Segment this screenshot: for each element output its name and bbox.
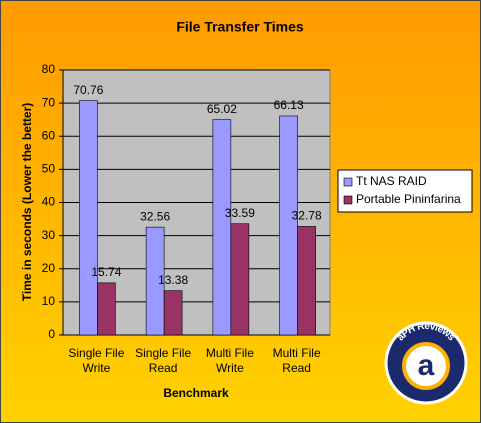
logo: a aPH Reviews	[384, 320, 468, 405]
y-tick-label: 0	[48, 327, 55, 341]
bar	[145, 226, 165, 336]
x-tick-label: Multi File Write	[205, 346, 254, 375]
legend-label: Portable Pininfarina	[356, 192, 461, 206]
bar	[230, 223, 250, 336]
logo-letter: a	[418, 349, 435, 382]
legend-swatch	[343, 195, 353, 205]
data-label: 32.78	[292, 209, 322, 223]
bar	[297, 226, 316, 336]
data-label: 33.59	[225, 206, 255, 220]
data-label: 66.13	[274, 98, 304, 112]
data-label: 13.38	[158, 273, 188, 287]
data-label: 65.02	[207, 102, 237, 116]
y-tick-label: 20	[42, 261, 56, 275]
bar	[79, 100, 98, 336]
legend	[337, 169, 473, 213]
legend-swatch	[343, 177, 353, 187]
y-tick-label: 50	[42, 162, 56, 176]
x-tick-label: Single File Read	[135, 346, 192, 375]
bar	[97, 282, 116, 336]
bar	[279, 115, 298, 336]
data-label: 32.56	[140, 209, 170, 223]
y-tick-label: 10	[42, 294, 56, 308]
data-label: 70.76	[73, 83, 103, 97]
chart-title: File Transfer Times	[176, 19, 304, 35]
y-axis-label: Time in seconds (Lower the better)	[20, 103, 34, 301]
bar	[163, 290, 183, 336]
y-tick-label: 80	[42, 62, 56, 76]
y-tick-label: 30	[42, 228, 56, 242]
bar	[212, 119, 232, 336]
x-axis-label: Benchmark	[163, 386, 229, 400]
y-tick-label: 60	[42, 128, 56, 142]
x-tick-label: Single File Write	[68, 346, 125, 375]
y-tick-label: 70	[42, 95, 56, 109]
data-label: 15.74	[91, 265, 121, 279]
x-tick-label: Multi File Read	[272, 346, 321, 375]
legend-label: Tt NAS RAID	[356, 174, 427, 188]
logo-inner	[402, 342, 450, 390]
y-tick-label: 40	[42, 195, 56, 209]
